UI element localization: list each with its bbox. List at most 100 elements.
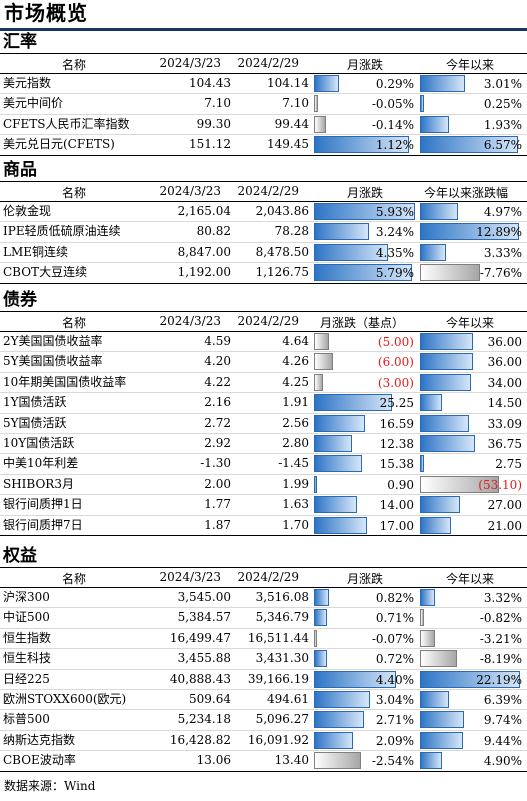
ytd-change-bar <box>420 752 443 770</box>
ytd-change-bar <box>420 243 446 261</box>
row-value: -1.30 <box>200 456 231 471</box>
row-name: CFETS人民币汇率指数 <box>3 116 130 131</box>
monthly-change-value: 4.35% <box>375 245 414 260</box>
monthly-change-value: 0.29% <box>375 77 414 91</box>
monthly-change-cell: 2.09% <box>314 731 416 749</box>
section-equity: 权益 名称 2024/3/23 2024/2/29 月涨跌 今年以来 沪深300 3,545.… <box>0 547 527 772</box>
table-row: 美元指数 104.43 104.14 0.29% 3.01% <box>0 74 527 95</box>
ytd-change-value: 36.00 <box>487 335 522 349</box>
ytd-change-cell: 36.75 <box>420 434 524 452</box>
row-name: 恒生指数 <box>3 630 52 645</box>
row-value: 16,091.92 <box>247 732 309 747</box>
row-value: 2.16 <box>204 395 231 410</box>
row-value: 7.10 <box>204 96 231 111</box>
row-name: 纳斯达克指数 <box>3 732 76 747</box>
ytd-change-value: 3.01% <box>483 77 522 91</box>
monthly-change-cell: 3.04% <box>314 690 416 708</box>
row-name: 美元中间价 <box>3 96 64 111</box>
table-row: 欧洲STOXX600(欧元) 509.64 494.61 3.04% 6.39% <box>0 690 527 711</box>
monthly-change-cell: (5.00) <box>314 333 416 350</box>
column-header: 2024/3/23 <box>159 314 221 328</box>
monthly-change-bar <box>314 434 353 452</box>
row-name: SHIBOR3月 <box>3 476 74 491</box>
source-note: 数据来源：Wind <box>4 779 96 793</box>
row-name: 沪深300 <box>3 590 50 604</box>
ytd-change-bar <box>420 414 470 432</box>
row-name: 中美10年利差 <box>3 456 79 471</box>
monthly-change-bar <box>314 589 330 606</box>
ytd-change-value: 14.50 <box>487 396 522 411</box>
monthly-change-bar <box>314 650 328 668</box>
row-name: 2Y美国国债收益率 <box>3 334 103 348</box>
table-row: CBOT大豆连续 1,192.00 1,126.75 5.79% -7.76% <box>0 263 527 284</box>
column-header: 名称 <box>62 58 87 72</box>
monthly-change-value: -0.05% <box>371 97 414 112</box>
column-header: 2024/3/23 <box>159 56 221 70</box>
monthly-change-value: 0.72% <box>375 652 414 667</box>
column-header: 2024/3/23 <box>159 184 221 198</box>
monthly-change-cell: (6.00) <box>314 353 416 371</box>
row-name: 1Y国债活跃 <box>3 395 67 410</box>
table-row: SHIBOR3月 2.00 1.99 0.90 (53.10) <box>0 475 527 496</box>
ytd-change-value: -7.76% <box>479 266 522 281</box>
monthly-change-value: 14.00 <box>379 498 414 513</box>
monthly-change-value: 0.71% <box>375 611 414 626</box>
table-row: CBOE波动率 13.06 13.40 -2.54% 4.90% <box>0 751 527 772</box>
row-name: 美元指数 <box>3 76 52 90</box>
ytd-change-value: 2.75 <box>495 457 522 472</box>
monthly-change-bar <box>314 223 370 241</box>
ytd-change-cell: 27.00 <box>420 496 524 514</box>
row-value: 2,043.86 <box>255 204 309 218</box>
monthly-change-value: 4.40% <box>375 672 414 687</box>
monthly-change-value: 1.12% <box>375 138 414 153</box>
monthly-change-value: -2.54% <box>371 754 414 769</box>
ytd-change-cell: 14.50 <box>420 394 524 412</box>
ytd-change-cell: 9.44% <box>420 731 524 749</box>
ytd-change-bar <box>420 75 465 92</box>
monthly-change-bar <box>314 75 339 92</box>
row-value: 2.80 <box>282 435 309 450</box>
ytd-change-cell: 3.33% <box>420 243 524 261</box>
monthly-change-cell: 0.82% <box>314 589 416 606</box>
row-value: 4.26 <box>282 354 309 369</box>
ytd-change-value: 36.75 <box>487 436 522 451</box>
column-header: 月涨跌 <box>347 186 384 200</box>
section-title: 权益 <box>0 547 527 568</box>
column-header: 今年以来涨跌幅 <box>424 186 509 200</box>
column-header: 今年以来 <box>446 58 495 72</box>
monthly-change-bar <box>314 731 353 749</box>
table-row: 10年期美国国债收益率 4.22 4.25 (3.00) 34.00 <box>0 373 527 394</box>
ytd-change-cell: -7.76% <box>420 264 524 282</box>
table-row: 美元兑日元(CFETS) 151.12 149.45 1.12% 6.57% <box>0 135 527 156</box>
column-header: 2024/2/29 <box>237 570 299 584</box>
monthly-change-bar <box>314 243 388 261</box>
monthly-change-value: -0.07% <box>371 631 414 646</box>
monthly-change-value: 15.38 <box>379 457 414 472</box>
row-value: 149.45 <box>267 137 309 152</box>
column-header: 2024/2/29 <box>237 56 299 70</box>
monthly-change-value: 3.04% <box>375 692 414 707</box>
monthly-change-value: 17.00 <box>379 518 414 533</box>
row-name: 5Y美国国债收益率 <box>3 354 103 369</box>
row-value: 5,384.57 <box>177 610 231 625</box>
column-header: 名称 <box>62 572 87 586</box>
ytd-change-bar <box>420 373 471 391</box>
monthly-change-value: 2.71% <box>375 713 414 728</box>
monthly-change-value: 5.93% <box>375 205 414 219</box>
ytd-change-bar <box>420 434 475 452</box>
ytd-change-value: 9.74% <box>483 713 522 728</box>
ytd-change-value: 22.19% <box>476 672 522 687</box>
monthly-change-cell: -0.05% <box>314 95 416 113</box>
ytd-change-cell: 6.39% <box>420 690 524 708</box>
row-value: 2.00 <box>204 476 231 491</box>
monthly-change-cell: 5.93% <box>314 203 416 220</box>
ytd-change-cell: 9.74% <box>420 711 524 729</box>
table-row: 恒生科技 3,455.88 3,431.30 0.72% -8.19% <box>0 649 527 670</box>
row-value: 5,234.18 <box>177 712 231 727</box>
monthly-change-bar <box>314 394 393 412</box>
ytd-change-value: -0.82% <box>479 611 522 626</box>
section-fx: 汇率 名称 2024/3/23 2024/2/29 月涨跌 今年以来 美元指数 104.43 1… <box>0 33 527 156</box>
section-title: 汇率 <box>0 33 527 54</box>
table-row: 日经225 40,888.43 39,166.19 4.40% 22.19% <box>0 670 527 690</box>
section-title: 债券 <box>0 291 527 312</box>
